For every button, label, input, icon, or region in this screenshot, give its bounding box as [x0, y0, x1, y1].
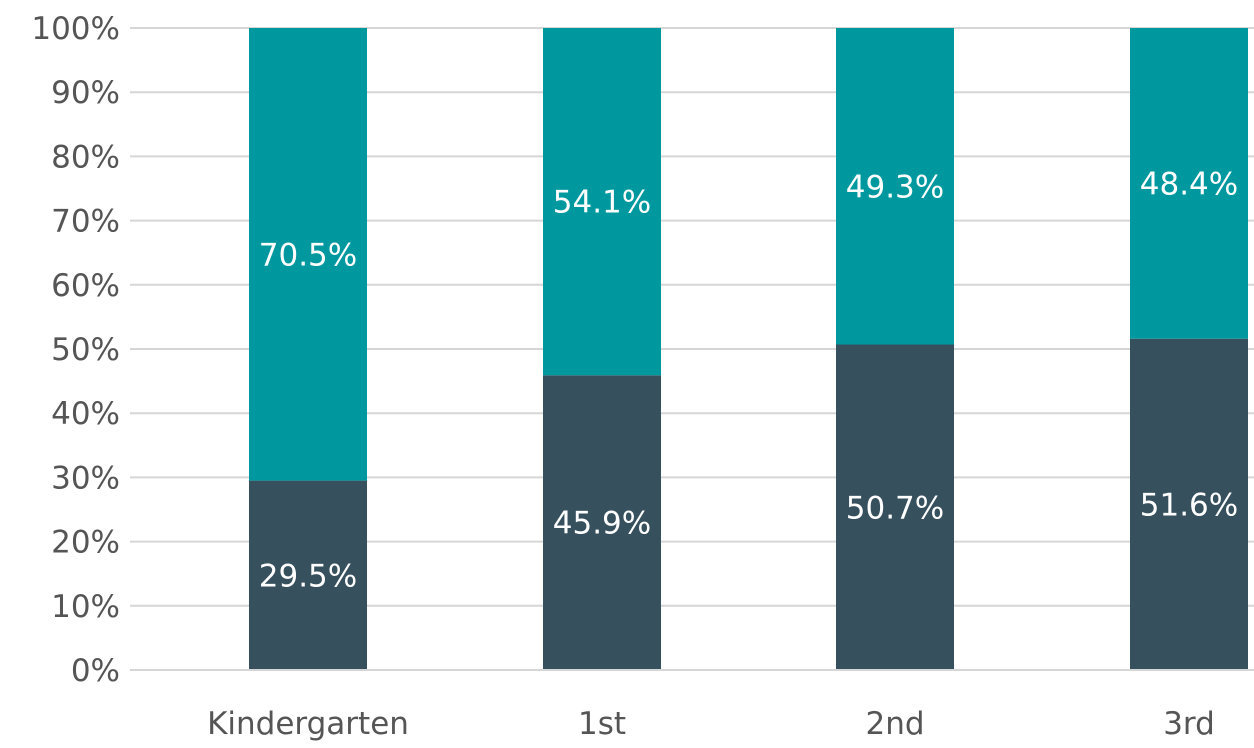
- data-labels: 29.5% 70.5% 45.9% 54.1% 50.7% 49.3% 51.6% 48.4%: [259, 166, 1238, 594]
- bar-segment: [543, 28, 661, 376]
- x-category-label: 3rd: [1163, 706, 1215, 742]
- y-tick-label: 20%: [51, 525, 120, 561]
- y-axis: 0% 10% 20% 30% 40% 50% 60% 70% 80% 90% 100%: [31, 11, 120, 689]
- x-axis: Kindergarten 1st 2nd 3rd: [130, 669, 1254, 742]
- bar-segment: [249, 28, 367, 481]
- y-tick-label: 70%: [51, 204, 120, 240]
- x-category-label: 2nd: [865, 706, 924, 742]
- bar-segment: [543, 375, 661, 670]
- bar-value-label: 48.4%: [1140, 166, 1238, 202]
- y-tick-label: 100%: [31, 11, 120, 47]
- bar-segment: [249, 480, 367, 670]
- y-tick-label: 0%: [71, 653, 120, 689]
- bar-value-label: 51.6%: [1140, 487, 1238, 523]
- x-category-label: Kindergarten: [207, 706, 409, 742]
- bar-value-label: 50.7%: [846, 490, 944, 526]
- bar-value-label: 49.3%: [846, 169, 944, 205]
- x-category-label: 1st: [578, 706, 626, 742]
- y-tick-label: 50%: [51, 332, 120, 368]
- bar-value-label: 29.5%: [259, 558, 357, 594]
- bar-value-label: 45.9%: [553, 506, 651, 542]
- bar-value-label: 70.5%: [259, 237, 357, 273]
- bar-segment: [836, 28, 954, 345]
- y-tick-label: 10%: [51, 589, 120, 625]
- y-tick-label: 80%: [51, 139, 120, 175]
- bar-value-label: 54.1%: [553, 185, 651, 221]
- y-tick-label: 40%: [51, 396, 120, 432]
- bar-segment: [1130, 28, 1248, 339]
- y-tick-label: 90%: [51, 75, 120, 111]
- bar-segment: [836, 344, 954, 670]
- y-tick-label: 30%: [51, 460, 120, 496]
- bars: [249, 28, 1248, 670]
- bar-segment: [1130, 338, 1248, 670]
- y-tick-label: 60%: [51, 268, 120, 304]
